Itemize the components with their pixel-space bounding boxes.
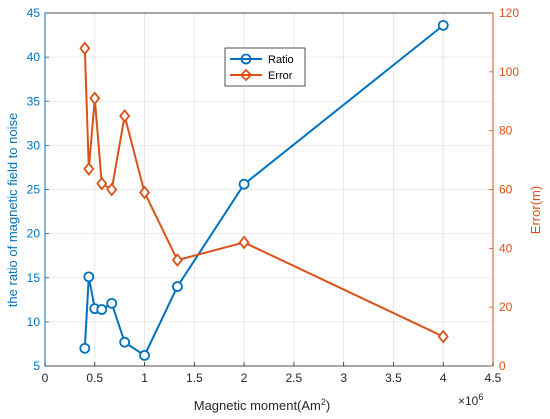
data-point-error xyxy=(89,91,101,106)
y-left-tick-label: 40 xyxy=(27,50,41,64)
data-point-ratio xyxy=(139,350,150,361)
data-point-error xyxy=(139,185,151,200)
data-point-ratio xyxy=(437,19,449,31)
y-right-tick-label: 80 xyxy=(499,124,513,138)
x-tick-label: 1.5 xyxy=(186,371,203,385)
data-point-error xyxy=(83,161,95,176)
data-point-ratio xyxy=(172,281,183,292)
y-axis-right-label: Error(m) xyxy=(528,186,543,234)
y-left-tick-label: 30 xyxy=(27,138,41,152)
x-tick-label: 3.5 xyxy=(385,371,402,385)
y-axis-left-label: the ratio of magnetic field to noise xyxy=(5,113,20,307)
y-right-tick-label: 20 xyxy=(499,300,513,314)
legend-ratio-label: Ratio xyxy=(268,54,294,66)
y-left-tick-label: 35 xyxy=(27,94,41,108)
x-tick-label: 0 xyxy=(42,371,49,385)
x-tick-label: 1 xyxy=(141,371,148,385)
x-axis-label: Magnetic moment(Am2) xyxy=(194,397,331,413)
x-axis-multiplier: ×106 xyxy=(458,392,483,408)
legend-error-marker xyxy=(239,68,253,82)
x-tick-label: 4 xyxy=(440,371,447,385)
data-point-error xyxy=(106,182,118,197)
data-point-error xyxy=(96,176,108,191)
y-right-tick-label: 100 xyxy=(499,65,519,79)
y-right-tick-label: 120 xyxy=(499,6,519,20)
x-tick-label: 4.5 xyxy=(485,371,502,385)
x-tick-label: 3 xyxy=(340,371,347,385)
x-tick-label: 2.5 xyxy=(286,371,303,385)
y-left-tick-label: 5 xyxy=(33,359,40,373)
y-left-tick-label: 15 xyxy=(27,271,41,285)
right-axis: 0 20 40 60 80 100 120 xyxy=(489,6,519,373)
legend: Ratio Error xyxy=(224,47,306,87)
legend-box xyxy=(224,47,306,87)
y-left-tick-label: 10 xyxy=(27,315,41,329)
legend-error-label: Error xyxy=(268,70,293,82)
left-axis: 5 10 15 20 25 30 35 40 45 xyxy=(27,6,49,373)
x-tick-label: 2 xyxy=(241,371,248,385)
data-point-ratio xyxy=(238,178,250,190)
series-layer xyxy=(79,19,449,361)
data-point-error xyxy=(171,253,183,268)
data-point-error xyxy=(79,41,91,56)
y-left-tick-label: 25 xyxy=(27,183,41,197)
data-point-error xyxy=(437,329,449,344)
data-point-error xyxy=(238,235,250,250)
series-line-error xyxy=(83,48,444,338)
data-point-ratio xyxy=(79,342,91,354)
legend-ratio-marker xyxy=(240,53,252,65)
x-tick-label: 0.5 xyxy=(86,371,103,385)
data-point-ratio xyxy=(96,304,108,315)
x-axis: 0 0.5 1 1.5 2 2.5 3 3.5 4 4.5 xyxy=(42,362,502,385)
y-right-tick-label: 60 xyxy=(499,183,513,197)
y-right-tick-label: 40 xyxy=(499,241,513,255)
data-point-ratio xyxy=(119,336,131,348)
data-point-ratio xyxy=(106,297,118,309)
data-point-error xyxy=(119,109,131,123)
y-left-tick-label: 20 xyxy=(27,227,41,241)
series-line-ratio xyxy=(83,24,444,357)
y-left-tick-label: 45 xyxy=(27,6,41,20)
data-point-ratio xyxy=(83,271,95,283)
y-right-tick-label: 0 xyxy=(499,359,506,373)
